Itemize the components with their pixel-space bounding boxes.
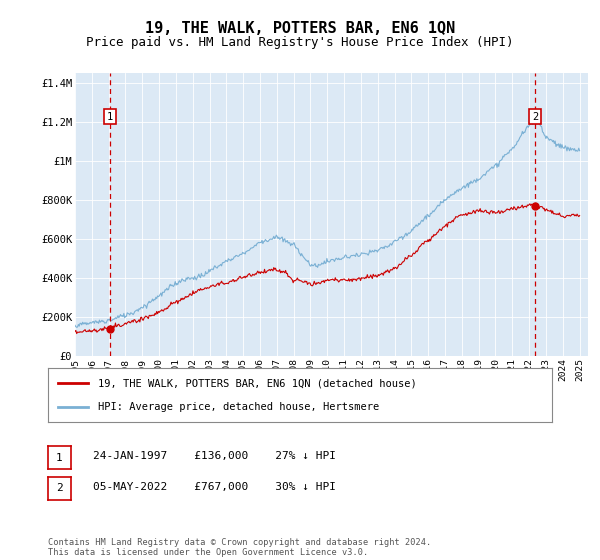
Text: Contains HM Land Registry data © Crown copyright and database right 2024.
This d: Contains HM Land Registry data © Crown c… bbox=[48, 538, 431, 557]
Text: 24-JAN-1997    £136,000    27% ↓ HPI: 24-JAN-1997 £136,000 27% ↓ HPI bbox=[93, 451, 336, 461]
Text: Price paid vs. HM Land Registry's House Price Index (HPI): Price paid vs. HM Land Registry's House … bbox=[86, 36, 514, 49]
Text: 19, THE WALK, POTTERS BAR, EN6 1QN (detached house): 19, THE WALK, POTTERS BAR, EN6 1QN (deta… bbox=[98, 379, 417, 389]
Text: 1: 1 bbox=[56, 452, 63, 463]
Text: 2: 2 bbox=[56, 483, 63, 493]
Text: 2: 2 bbox=[532, 111, 538, 122]
Text: 19, THE WALK, POTTERS BAR, EN6 1QN: 19, THE WALK, POTTERS BAR, EN6 1QN bbox=[145, 21, 455, 36]
Text: HPI: Average price, detached house, Hertsmere: HPI: Average price, detached house, Hert… bbox=[98, 402, 380, 412]
Text: 05-MAY-2022    £767,000    30% ↓ HPI: 05-MAY-2022 £767,000 30% ↓ HPI bbox=[93, 482, 336, 492]
Text: 1: 1 bbox=[107, 111, 113, 122]
